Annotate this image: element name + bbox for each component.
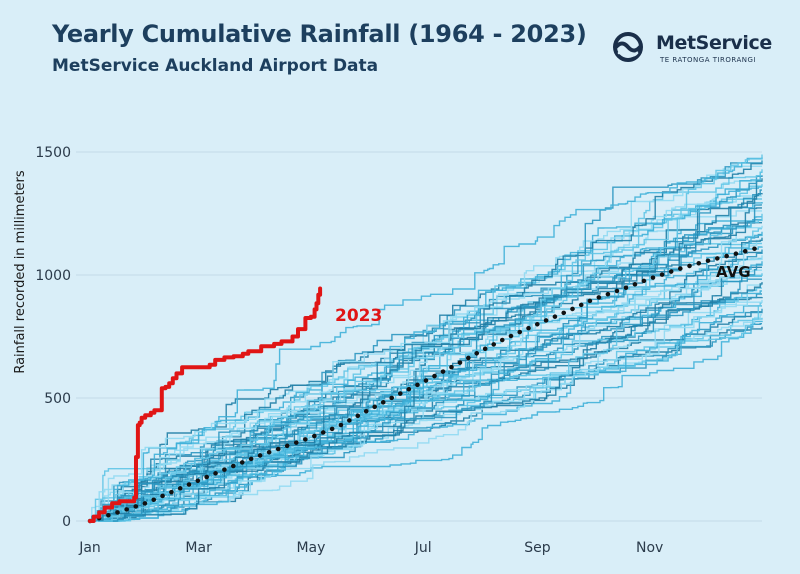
x-tick-label: May [296, 540, 325, 556]
historical-year-line [90, 290, 762, 522]
historical-year-line [90, 249, 763, 522]
historical-series [90, 154, 763, 522]
historical-year-line [90, 246, 763, 522]
historical-year-line [90, 239, 762, 522]
historical-year-line [90, 261, 763, 522]
brand-logo: MetService TE RATONGA TIRORANGI [608, 30, 772, 70]
series-2023-line [88, 286, 323, 523]
historical-year-line [90, 202, 763, 522]
y-axis-label: Rainfall recorded in millimeters [13, 170, 28, 374]
series-label-2023: 2023 [335, 306, 382, 326]
x-tick-label: Sep [524, 540, 551, 556]
chart-subtitle: MetService Auckland Airport Data [52, 56, 379, 76]
average-line [87, 244, 765, 524]
y-axis-ticks: 0 500 1000 1500 [35, 145, 71, 530]
y-tick-label: 1000 [35, 268, 71, 284]
y-tick-label: 0 [62, 514, 71, 530]
series-label-avg: AVG [716, 263, 751, 281]
y-tick-label: 500 [44, 391, 71, 407]
metservice-swirl-icon [613, 32, 643, 62]
historical-year-line [90, 169, 763, 522]
x-tick-label: Mar [185, 540, 212, 556]
historical-year-line [90, 255, 763, 522]
historical-year-line [90, 162, 763, 522]
y-tick-label: 1500 [35, 145, 71, 161]
x-tick-label: Jul [414, 540, 432, 556]
historical-year-line [90, 189, 762, 522]
x-tick-label: Nov [636, 540, 663, 556]
brand-tagline: TE RATONGA TIRORANGI [660, 56, 757, 64]
historical-year-line [90, 160, 763, 522]
historical-year-line [90, 157, 763, 522]
historical-year-line [90, 175, 763, 522]
brand-name: MetService [656, 32, 772, 54]
historical-year-line [90, 154, 763, 522]
chart-title: Yearly Cumulative Rainfall (1964 - 2023) [52, 20, 587, 48]
average-series [87, 244, 765, 524]
historical-year-line [90, 257, 762, 522]
x-axis-ticks: Jan Mar May Jul Sep Nov [78, 540, 663, 556]
historical-year-line [90, 165, 762, 522]
highlight-series [88, 286, 323, 523]
x-tick-label: Jan [78, 540, 101, 556]
